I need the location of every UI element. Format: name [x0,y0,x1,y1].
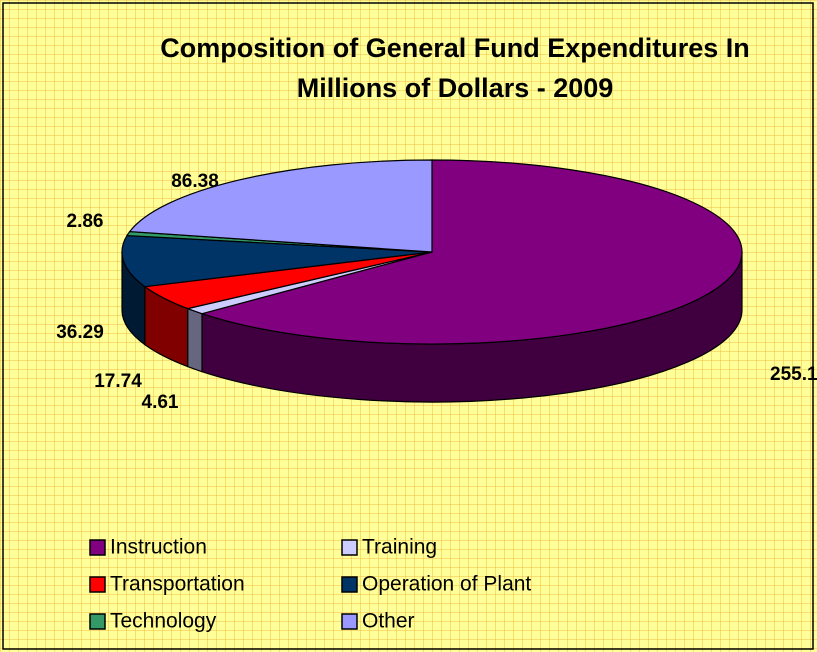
value-label: 17.74 [94,371,142,392]
legend-swatch [341,613,358,630]
legend-label: Operation of Plant [362,573,531,596]
chart-title: Composition of General Fund Expenditures… [160,33,750,103]
legend-swatch [89,576,106,593]
legend-label: Technology [110,610,217,633]
legend-swatch [89,539,106,556]
slice [128,159,433,253]
legend-label: Other [362,610,415,633]
value-label: 255.12 [770,364,817,385]
value-label: 86.38 [171,171,219,192]
value-label: 2.86 [67,211,104,232]
legend-swatch [341,576,358,593]
value-label: 4.61 [142,392,179,413]
legend-swatch [341,539,358,556]
value-label: 36.29 [56,322,104,343]
legend-swatch [89,613,106,630]
legend-label: Training [362,536,437,559]
slice [199,159,743,345]
legend-label: Instruction [110,536,207,559]
slice-side [187,307,203,373]
legend-label: Transportation [110,573,245,596]
